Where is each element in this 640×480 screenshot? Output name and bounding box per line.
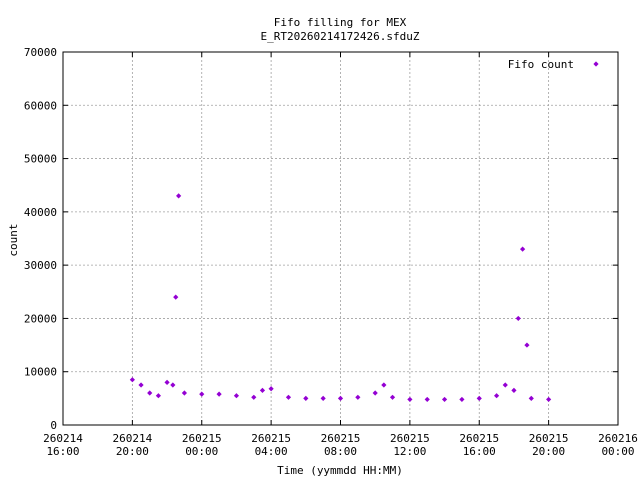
data-points [129, 193, 552, 403]
data-point [381, 382, 387, 388]
data-point [476, 395, 482, 401]
x-tick-date: 260215 [182, 432, 222, 445]
y-tick-label: 10000 [24, 366, 57, 379]
data-point [424, 396, 430, 403]
data-point [170, 382, 176, 388]
data-point [520, 246, 526, 252]
data-point [389, 394, 396, 400]
y-tick-label: 40000 [24, 206, 57, 219]
data-point [546, 396, 552, 403]
data-point [216, 391, 222, 397]
data-point [199, 391, 205, 397]
x-tick-date: 260215 [321, 432, 361, 445]
x-tick-time: 04:00 [255, 445, 288, 458]
x-tick-date: 260215 [459, 432, 499, 445]
y-tick-label: 70000 [24, 46, 57, 59]
chart-title: Fifo filling for MEX [274, 16, 407, 29]
data-point [285, 394, 292, 400]
data-point [355, 394, 361, 400]
x-tick-date: 260216 [598, 432, 638, 445]
data-point [173, 294, 179, 300]
data-point [233, 393, 240, 399]
data-point [528, 395, 534, 401]
data-point [372, 390, 378, 396]
data-point [407, 396, 413, 403]
data-point [138, 382, 144, 388]
x-tick-time: 16:00 [46, 445, 79, 458]
data-point [268, 386, 274, 392]
grid-lines [62, 51, 619, 426]
data-point [459, 396, 465, 403]
x-tick-time: 20:00 [532, 445, 565, 458]
x-axis-label: Time (yymmdd HH:MM) [277, 464, 403, 477]
y-tick-label: 20000 [24, 312, 57, 325]
y-tick-label: 60000 [24, 99, 57, 112]
legend-label: Fifo count [508, 58, 574, 71]
chart-subtitle: E_RT20260214172426.sfduZ [261, 30, 420, 43]
y-tick-label: 50000 [24, 153, 57, 166]
data-point [259, 387, 266, 393]
data-point [337, 395, 344, 401]
data-point [176, 193, 182, 199]
x-tick-date: 260214 [113, 432, 153, 445]
data-point [181, 390, 188, 396]
data-point [493, 393, 500, 399]
y-axis-label: count [7, 223, 20, 256]
x-tick-date: 260215 [529, 432, 569, 445]
y-tick-labels: 0 10000 20000 30000 40000 50000 60000 70000 [24, 46, 57, 432]
data-point [524, 342, 530, 348]
x-tick-time: 12:00 [393, 445, 426, 458]
x-tick-time: 20:00 [116, 445, 149, 458]
data-point [129, 377, 135, 383]
data-point [164, 379, 170, 385]
legend-marker [593, 61, 599, 67]
data-point [303, 395, 309, 401]
data-point [441, 396, 448, 403]
x-tick-date: 260215 [251, 432, 291, 445]
plot-frame [62, 51, 619, 426]
data-point [515, 315, 521, 322]
y-tick-label: 30000 [24, 259, 57, 272]
x-tick-time: 00:00 [601, 445, 634, 458]
data-point [147, 390, 153, 396]
x-tick-time: 00:00 [185, 445, 218, 458]
x-tick-time: 08:00 [324, 445, 357, 458]
data-point [502, 382, 508, 388]
legend: Fifo count [508, 58, 599, 71]
data-point [320, 395, 326, 401]
x-tick-date: 260215 [390, 432, 430, 445]
data-point [251, 394, 257, 400]
y-tick-label: 0 [50, 419, 57, 432]
data-point [511, 387, 517, 393]
x-tick-labels: 26021416:0026021420:0026021500:002602150… [43, 432, 638, 458]
x-tick-time: 16:00 [463, 445, 496, 458]
x-tick-date: 260214 [43, 432, 83, 445]
data-point [155, 393, 161, 399]
